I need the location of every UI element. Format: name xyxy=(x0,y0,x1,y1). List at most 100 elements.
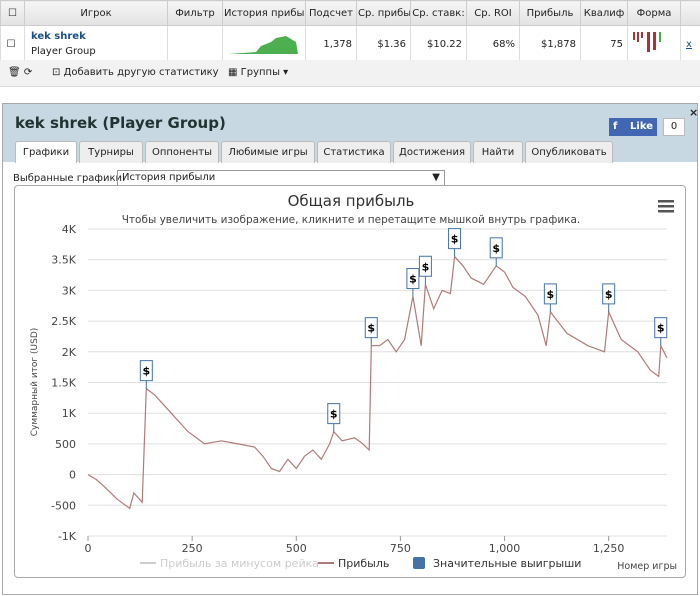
toolbar: 🗑 ⟳ ⊡ Добавить другую статистику ▦ Групп… xyxy=(0,60,700,87)
stat-cell: 1,378 xyxy=(305,25,357,63)
x-tick-label: 500 xyxy=(286,542,307,555)
tab[interactable]: Оппоненты xyxy=(145,141,219,163)
big-win-marker: $ xyxy=(602,283,616,312)
marker-label: $ xyxy=(330,408,338,421)
y-tick-label: 0 xyxy=(69,469,76,482)
close[interactable]: × xyxy=(689,106,699,119)
marker-label: $ xyxy=(422,260,430,273)
marker-label: $ xyxy=(547,288,555,301)
x-axis-label: Номер игры xyxy=(617,561,677,572)
y-axis-label: Суммарный итог (USD) xyxy=(30,328,40,437)
row-checkbox[interactable]: ☐ xyxy=(0,25,25,63)
marker-box xyxy=(327,403,341,425)
big-win-marker: $ xyxy=(418,255,432,285)
marker-box xyxy=(406,268,420,290)
tab[interactable]: Опубликовать xyxy=(525,141,613,163)
y-tick-label: -500 xyxy=(51,499,76,512)
column-header[interactable]: Фильтр xyxy=(167,0,223,26)
big-win-marker: $ xyxy=(406,268,420,297)
y-tick-label: 4K xyxy=(62,223,77,236)
form-cell xyxy=(627,25,681,63)
y-tick-label: 2K xyxy=(62,346,77,359)
player-group: Player Group xyxy=(31,46,96,57)
marker-label: $ xyxy=(451,233,459,246)
stat-cell: $1,878 xyxy=(519,25,581,63)
player-name[interactable]: kek shrek xyxy=(31,31,86,42)
tab[interactable]: Любимые игры xyxy=(221,141,315,163)
y-tick-label: 500 xyxy=(55,438,76,451)
column-header[interactable]: Форма xyxy=(627,0,681,26)
profit-line xyxy=(87,255,668,510)
x-tick-label: 250 xyxy=(182,542,203,555)
tab[interactable]: Найти xyxy=(473,141,523,163)
big-win-marker: $ xyxy=(364,317,378,346)
menu-button[interactable] xyxy=(658,200,674,213)
chart: Общая прибыль Чтобы увеличить изображени… xyxy=(14,185,686,578)
select-label: Выбранные графики: xyxy=(13,173,126,184)
marker-box xyxy=(654,317,668,339)
select-all[interactable]: ☐ xyxy=(0,0,25,26)
stat-cell: 68% xyxy=(466,25,520,63)
panel-title: kek shrek (Player Group) xyxy=(15,114,226,132)
tab[interactable]: Достижения xyxy=(393,141,471,163)
column-header[interactable]: Прибыль xyxy=(519,0,581,26)
marker-box xyxy=(418,255,432,277)
big-win-marker: $ xyxy=(139,360,153,389)
legend-swatch xyxy=(413,557,425,569)
tab[interactable]: Статистика xyxy=(317,141,391,163)
column-header[interactable]: Игрок xyxy=(24,0,168,26)
groups-label: Группы xyxy=(240,67,280,78)
column-header[interactable]: Квалиф xyxy=(580,0,628,26)
x-tick-label: 0 xyxy=(85,542,92,555)
marker-label: $ xyxy=(367,322,375,335)
big-win-marker: $ xyxy=(654,317,668,346)
column-header[interactable]: Ср. прибы xyxy=(356,0,411,26)
legend-label[interactable]: Прибыль xyxy=(338,557,389,570)
chart-subtitle: Чтобы увеличить изображение, кликните и … xyxy=(122,214,581,226)
column-header[interactable]: Ср. ставк: xyxy=(410,0,467,26)
header-row: ☐ Игрок Фильтр История прибы Подсчет Ср. приб… xyxy=(0,0,700,26)
marker-label: $ xyxy=(409,273,417,286)
y-tick-label: 3K xyxy=(62,284,77,297)
like-count: 0 xyxy=(663,118,685,136)
player-row: ☐ kek shrek Player Group 1,378 $1.36 $10.22… xyxy=(0,25,700,63)
column-header[interactable]: Ср. ROI xyxy=(466,0,520,26)
tab[interactable]: Турниры xyxy=(79,141,143,163)
y-tick-label: 1K xyxy=(62,407,77,420)
y-tick-label: -1K xyxy=(58,530,77,543)
marker-label: $ xyxy=(142,365,150,378)
legend-label[interactable]: Прибыль за минусом рейка xyxy=(160,557,319,570)
big-win-marker: $ xyxy=(543,283,557,312)
remove-link[interactable]: x xyxy=(680,25,700,63)
marker-box xyxy=(364,317,378,339)
marker-label: $ xyxy=(492,242,500,255)
x-tick-label: 750 xyxy=(390,542,411,555)
y-tick-label: 3.5K xyxy=(51,254,76,267)
marker-label: $ xyxy=(657,322,665,335)
groups[interactable]: ▦ Группы ▾ xyxy=(228,67,289,78)
tab[interactable]: Графики xyxy=(15,141,77,163)
stat-cell: $10.22 xyxy=(410,25,467,63)
stats-table: ☐ Игрок Фильтр История прибы Подсчет Ср. приб… xyxy=(0,0,700,63)
column-header[interactable]: История прибы xyxy=(222,0,306,26)
big-win-marker: $ xyxy=(489,237,503,266)
y-tick-label: 1.5K xyxy=(51,377,76,390)
add-stat[interactable]: ⊡ Добавить другую статистику xyxy=(52,67,219,78)
sparkline xyxy=(222,25,306,63)
column-header[interactable]: Подсчет xyxy=(305,0,357,26)
big-win-marker: $ xyxy=(448,228,462,257)
stat-cell: 75 xyxy=(580,25,628,63)
select-value: История прибыли xyxy=(122,172,216,183)
marker-box xyxy=(602,283,616,305)
header-blank xyxy=(680,0,700,26)
legend-label[interactable]: Значительные выигрыши xyxy=(433,557,581,570)
like-label: Like xyxy=(630,121,653,132)
x-tick-label: 1,000 xyxy=(489,542,521,555)
marker-box xyxy=(139,360,153,382)
marker-box xyxy=(489,237,503,259)
like-button[interactable]: f Like xyxy=(609,118,657,136)
chart-title: Общая прибыль xyxy=(288,192,415,210)
x-tick-label: 1,250 xyxy=(593,542,625,555)
chart-select[interactable]: История прибыли ▼ xyxy=(117,170,445,186)
